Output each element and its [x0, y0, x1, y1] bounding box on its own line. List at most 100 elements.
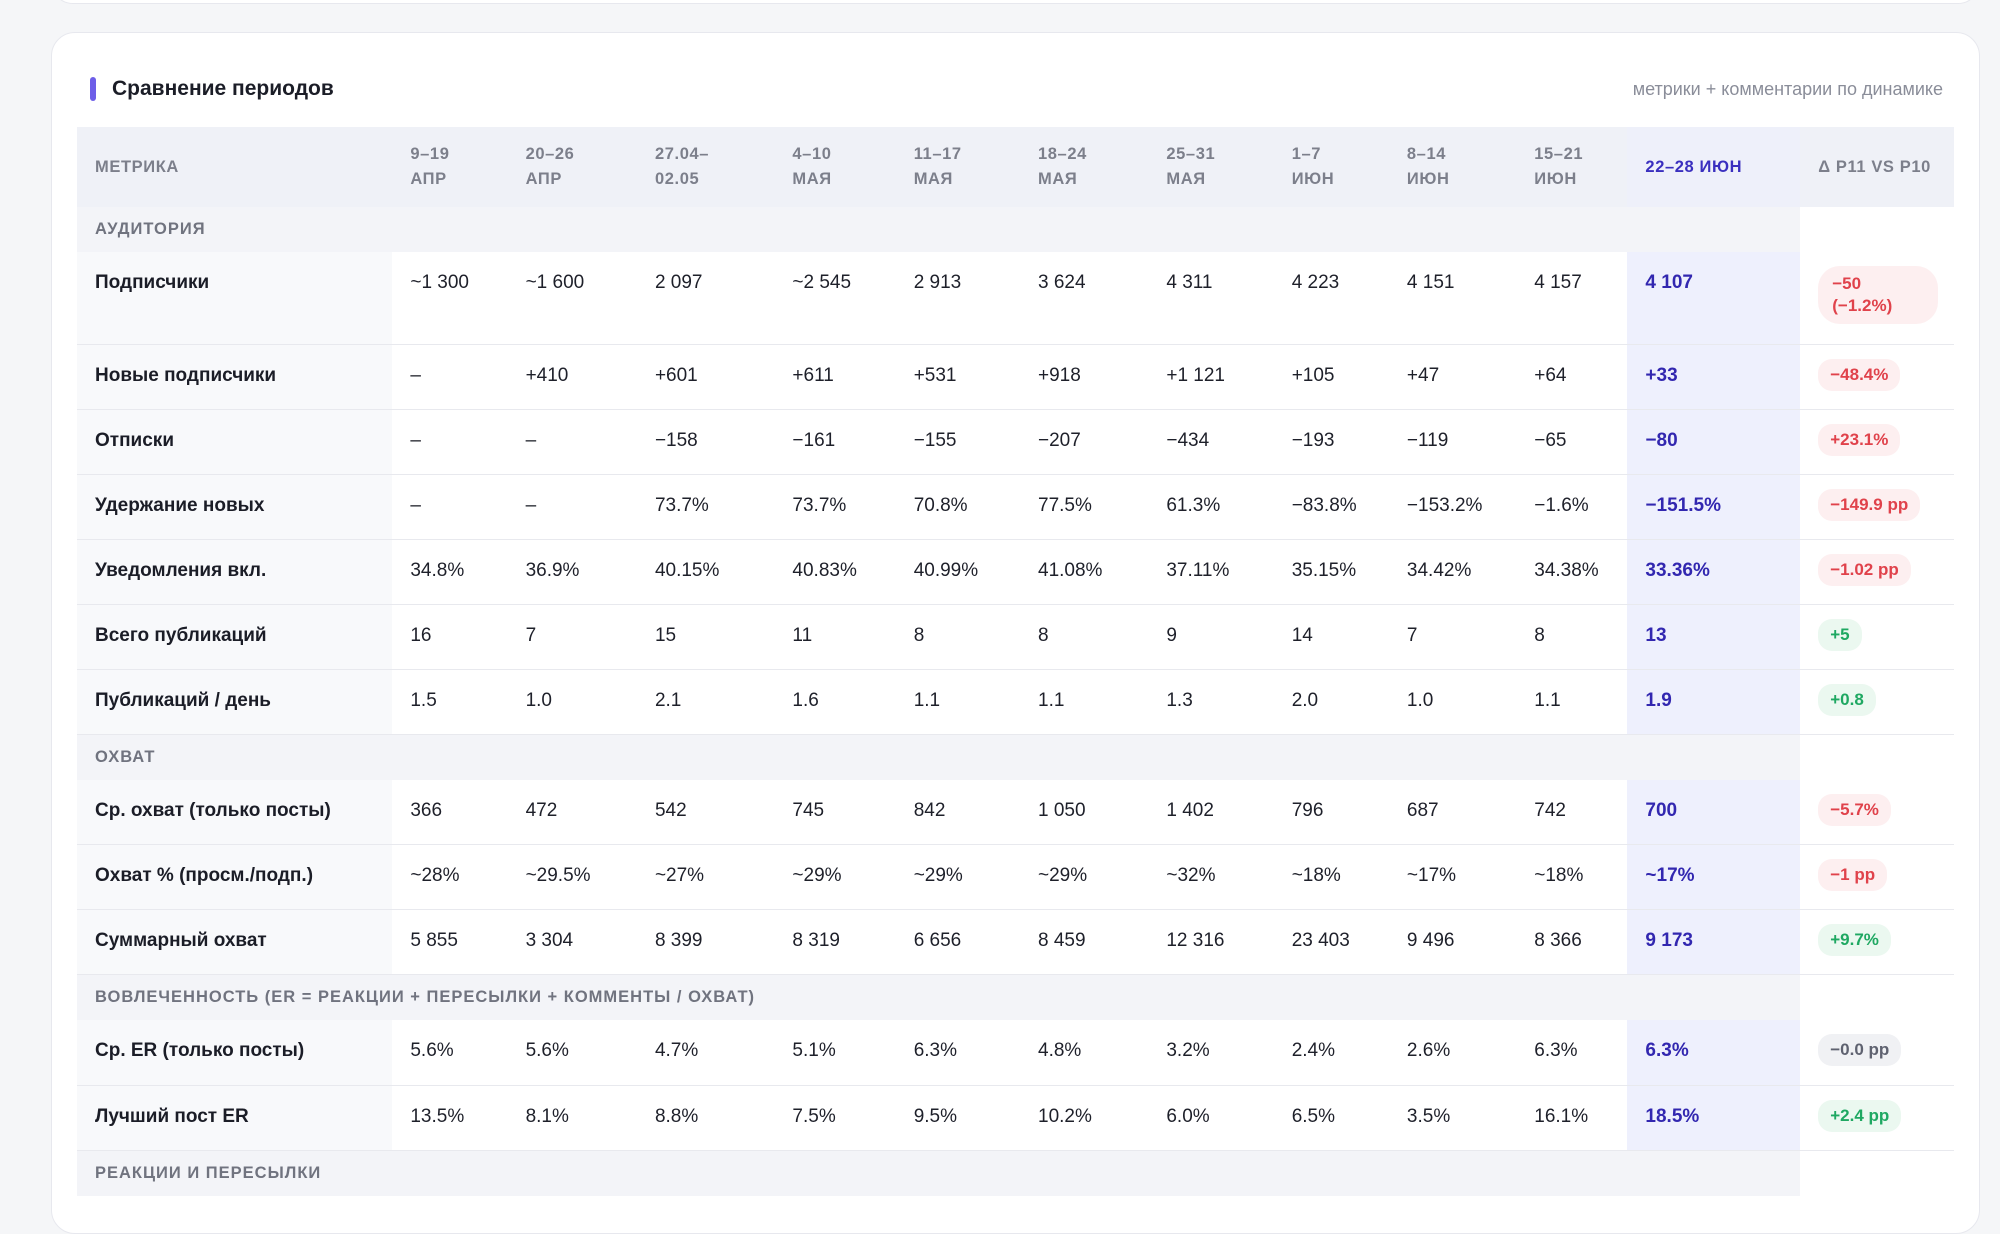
- period-value: 9 496: [1388, 909, 1517, 975]
- column-header-sublabel: 02.05: [654, 170, 700, 188]
- column-header-period: 18–24 мая: [1020, 127, 1149, 207]
- period-value: 6.3%: [895, 1020, 1020, 1086]
- period-value: 842: [895, 779, 1020, 845]
- period-value: 5.1%: [774, 1020, 896, 1086]
- metric-name: Подписчики: [77, 252, 393, 345]
- current-period-value: 1.9: [1627, 669, 1801, 735]
- period-value: 6.5%: [1273, 1085, 1389, 1151]
- table-row: Подписчики ~1 300 ~1 600 2 097 ~2 545 2 913 3 …: [77, 252, 1954, 345]
- period-value: 472: [507, 779, 637, 845]
- period-value: 1 402: [1148, 779, 1274, 845]
- period-value: ~28%: [392, 844, 508, 910]
- delta-cell: +23.1%: [1800, 409, 1954, 475]
- period-value: 2.6%: [1388, 1020, 1517, 1086]
- period-value: ~1 300: [392, 252, 508, 345]
- column-header-sublabel: мая: [1038, 170, 1078, 188]
- period-value: +64: [1516, 344, 1628, 410]
- period-value: 40.83%: [774, 539, 896, 605]
- card-title: Сравнение периодов: [112, 77, 334, 100]
- section-label: Вовлеченность (ER = реакции + пересылки …: [77, 974, 1801, 1020]
- period-value: 3.2%: [1148, 1020, 1274, 1086]
- period-value: –: [392, 474, 508, 540]
- metric-name: Публикаций / день: [77, 669, 393, 735]
- period-value: 15: [636, 604, 775, 670]
- section-row-reach: Охват: [77, 734, 1954, 780]
- period-value: 34.38%: [1516, 539, 1628, 605]
- period-value: –: [392, 344, 508, 410]
- period-value: 4 223: [1273, 252, 1389, 345]
- comparison-table-wrap: Метрика 9–19 апр 20–26 апр 27.04– 02.05 4–10 мая…: [77, 127, 1954, 1196]
- period-value: ~29%: [1020, 844, 1149, 910]
- delta-badge: +5: [1818, 618, 1862, 651]
- table-header-row: Метрика 9–19 апр 20–26 апр 27.04– 02.05 4–10 мая…: [77, 127, 1954, 207]
- previous-card-edge: [51, 0, 1980, 4]
- period-value: −153.2%: [1388, 474, 1517, 540]
- period-value: 1.0: [1388, 669, 1517, 735]
- column-header-label: 27.04–: [654, 145, 710, 163]
- period-value: 4 151: [1388, 252, 1517, 345]
- period-value: 1.1: [895, 669, 1020, 735]
- column-header-sublabel: апр: [410, 170, 447, 188]
- section-label: Аудитория: [77, 207, 1801, 252]
- column-header-label: 8–14: [1406, 145, 1447, 163]
- section-spacer: [1800, 974, 1954, 1020]
- period-value: 1.0: [507, 669, 637, 735]
- current-period-value: 700: [1627, 779, 1801, 845]
- period-value: 6 656: [895, 909, 1020, 975]
- period-value: −161: [774, 409, 896, 475]
- table-body: Аудитория Подписчики ~1 300 ~1 600 2 097 ~2 5…: [77, 207, 1954, 1196]
- period-value: 4 157: [1516, 252, 1628, 345]
- period-value: ~1 600: [507, 252, 637, 345]
- period-value: 9.5%: [895, 1085, 1020, 1151]
- period-value: 796: [1273, 779, 1389, 845]
- period-value: +47: [1388, 344, 1517, 410]
- period-value: –: [507, 474, 637, 540]
- period-value: 5 855: [392, 909, 508, 975]
- delta-badge: +23.1%: [1818, 423, 1901, 456]
- period-value: 35.15%: [1273, 539, 1389, 605]
- metric-name: Охват % (просм./подп.): [77, 844, 393, 910]
- column-header-label: 1–7: [1291, 145, 1322, 163]
- period-value: ~17%: [1388, 844, 1517, 910]
- period-value: −119: [1388, 409, 1517, 475]
- current-period-value: 18.5%: [1627, 1085, 1801, 1151]
- period-value: 1 050: [1020, 779, 1149, 845]
- delta-cell: −1 pp: [1800, 844, 1954, 910]
- period-value: 11: [774, 604, 896, 670]
- column-header-label: 18–24: [1038, 145, 1087, 163]
- delta-badge: −1.02 pp: [1818, 553, 1911, 586]
- delta-cell: −50 (−1.2%): [1800, 252, 1954, 345]
- delta-cell: −5.7%: [1800, 779, 1954, 845]
- period-value: 4 311: [1148, 252, 1274, 345]
- column-header-label: 11–17: [913, 145, 962, 163]
- period-value: −434: [1148, 409, 1274, 475]
- period-value: –: [392, 409, 508, 475]
- current-period-value: 4 107: [1627, 252, 1801, 345]
- period-value: 8.8%: [636, 1085, 775, 1151]
- table-row: Суммарный охват 5 855 3 304 8 399 8 319 6 656…: [77, 909, 1954, 975]
- period-value: 2.1: [636, 669, 775, 735]
- period-value: 7: [1388, 604, 1517, 670]
- delta-badge: −48.4%: [1818, 358, 1901, 391]
- delta-badge: +9.7%: [1818, 924, 1891, 956]
- period-value: 1.1: [1516, 669, 1628, 735]
- title-accent-bar: [90, 77, 96, 101]
- section-spacer: [1800, 1150, 1954, 1196]
- table-row: Отписки – – −158 −161 −155 −207 −434 −193 −119 −65…: [77, 409, 1954, 475]
- period-value: 1.3: [1148, 669, 1274, 735]
- period-value: 8 399: [636, 909, 775, 975]
- column-header-label: 20–26: [525, 145, 575, 163]
- delta-cell: +0.8: [1800, 669, 1954, 735]
- metric-name: Удержание новых: [77, 474, 393, 540]
- period-value: 2 097: [636, 252, 775, 345]
- period-value: 7: [507, 604, 637, 670]
- period-value: 2.0: [1273, 669, 1389, 735]
- period-value: 77.5%: [1020, 474, 1149, 540]
- period-value: ~29%: [774, 844, 896, 910]
- column-header-current-period: 22–28 июн: [1627, 127, 1801, 207]
- current-period-value: ~17%: [1627, 844, 1801, 910]
- section-row-reactions: Реакции и пересылки: [77, 1150, 1954, 1196]
- current-period-value: 6.3%: [1627, 1020, 1801, 1086]
- period-value: −158: [636, 409, 775, 475]
- period-value: 8 459: [1020, 909, 1149, 975]
